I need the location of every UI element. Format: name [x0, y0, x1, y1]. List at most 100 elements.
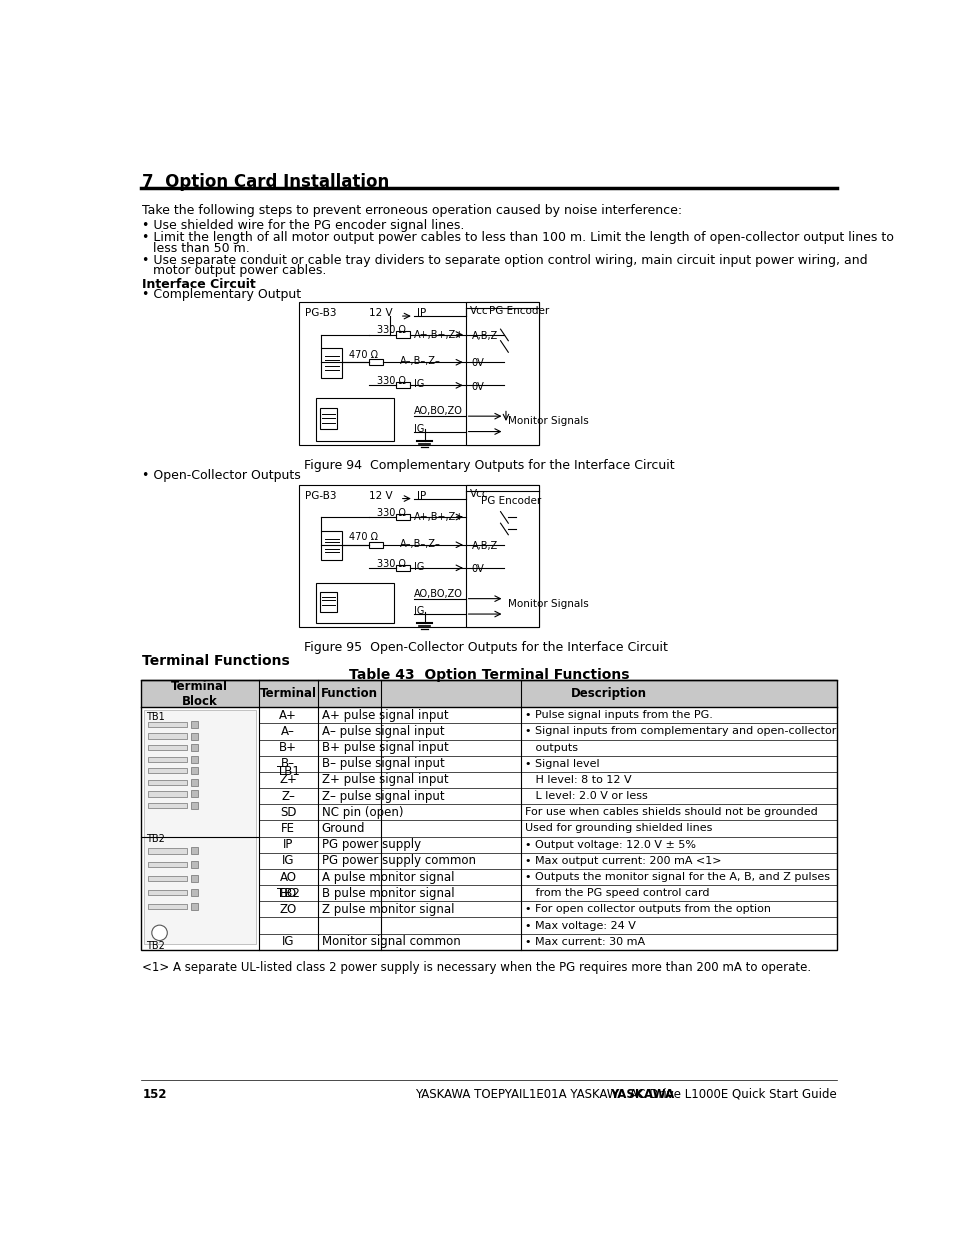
Bar: [191, 802, 198, 809]
Text: • Use shielded wire for the PG encoder signal lines.: • Use shielded wire for the PG encoder s…: [142, 219, 464, 232]
Bar: [148, 792, 187, 797]
Text: A,B,Z: A,B,Z: [472, 331, 497, 341]
Bar: [144, 710, 255, 944]
Text: Description: Description: [571, 687, 646, 700]
Text: Ground: Ground: [321, 823, 365, 835]
Bar: [369, 359, 382, 366]
Circle shape: [152, 925, 167, 941]
Text: TB2: TB2: [146, 941, 165, 951]
Text: A–: A–: [281, 725, 294, 739]
Text: A–,B–,Z–: A–,B–,Z–: [399, 538, 440, 548]
Text: Interface Circuit: Interface Circuit: [142, 278, 256, 290]
Text: • Use separate conduit or cable tray dividers to separate option control wiring,: • Use separate conduit or cable tray div…: [142, 253, 867, 267]
Text: outputs: outputs: [524, 742, 577, 752]
Text: Z–: Z–: [281, 789, 294, 803]
Text: For use when cables shields should not be grounded: For use when cables shields should not b…: [524, 808, 817, 818]
Text: • For open collector outputs from the option: • For open collector outputs from the op…: [524, 904, 770, 914]
Bar: [141, 680, 836, 708]
Text: Z– pulse signal input: Z– pulse signal input: [321, 789, 444, 803]
Text: Vcc: Vcc: [469, 489, 488, 499]
Text: • Signal level: • Signal level: [524, 758, 598, 769]
Text: SD: SD: [279, 805, 296, 819]
Text: IG: IG: [414, 424, 424, 433]
Bar: [191, 779, 198, 785]
Text: A+ pulse signal input: A+ pulse signal input: [321, 709, 448, 721]
Text: • Max output current: 200 mA <1>: • Max output current: 200 mA <1>: [524, 856, 720, 866]
Text: B– pulse signal input: B– pulse signal input: [321, 757, 444, 771]
Text: TB1: TB1: [276, 766, 299, 778]
Bar: [298, 303, 538, 445]
Bar: [191, 745, 198, 751]
Text: A pulse monitor signal: A pulse monitor signal: [321, 871, 454, 883]
Bar: [148, 876, 187, 882]
Bar: [148, 889, 187, 895]
Text: • Max current: 30 mA: • Max current: 30 mA: [524, 936, 644, 947]
Bar: [319, 593, 336, 611]
Text: 7  Option Card Installation: 7 Option Card Installation: [142, 173, 390, 191]
Text: A– pulse signal input: A– pulse signal input: [321, 725, 444, 739]
Bar: [465, 484, 538, 627]
Bar: [465, 303, 538, 445]
Text: H level: 8 to 12 V: H level: 8 to 12 V: [524, 776, 631, 785]
Bar: [315, 583, 394, 624]
Text: 330 Ω: 330 Ω: [376, 558, 405, 568]
Bar: [320, 348, 342, 378]
Bar: [148, 721, 187, 727]
Text: Figure 94  Complementary Outputs for the Interface Circuit: Figure 94 Complementary Outputs for the …: [303, 458, 674, 472]
Text: PG-B3: PG-B3: [305, 309, 336, 319]
Bar: [395, 514, 410, 520]
Text: Take the following steps to prevent erroneous operation caused by noise interfer: Take the following steps to prevent erro…: [142, 204, 682, 216]
Bar: [320, 531, 342, 561]
Text: TB2: TB2: [146, 834, 165, 844]
Text: ZO: ZO: [279, 903, 296, 916]
Text: 152: 152: [142, 1088, 167, 1100]
Text: • Limit the length of all motor output power cables to less than 100 m. Limit th: • Limit the length of all motor output p…: [142, 231, 894, 245]
Bar: [148, 848, 187, 853]
Text: Figure 95  Open-Collector Outputs for the Interface Circuit: Figure 95 Open-Collector Outputs for the…: [303, 641, 667, 655]
Text: <1> A separate UL-listed class 2 power supply is necessary when the PG requires : <1> A separate UL-listed class 2 power s…: [142, 961, 811, 973]
Bar: [191, 876, 198, 882]
Text: 330 Ω: 330 Ω: [376, 377, 405, 387]
Text: Monitor Signals: Monitor Signals: [508, 416, 588, 426]
Text: 12 V: 12 V: [369, 309, 392, 319]
Text: A,B,Z: A,B,Z: [472, 541, 497, 551]
Bar: [148, 757, 187, 762]
Text: • Output voltage: 12.0 V ± 5%: • Output voltage: 12.0 V ± 5%: [524, 840, 695, 850]
Bar: [148, 803, 187, 808]
Text: IG: IG: [414, 562, 424, 572]
Text: • Signal inputs from complementary and open-collector: • Signal inputs from complementary and o…: [524, 726, 835, 736]
Bar: [191, 732, 198, 740]
Text: 330 Ω: 330 Ω: [376, 325, 405, 335]
Bar: [395, 331, 410, 337]
Text: • Pulse signal inputs from the PG.: • Pulse signal inputs from the PG.: [524, 710, 712, 720]
Text: TB2: TB2: [276, 887, 299, 899]
Bar: [148, 904, 187, 909]
Text: IG: IG: [282, 855, 294, 867]
Bar: [191, 756, 198, 763]
Bar: [191, 903, 198, 910]
Text: NC pin (open): NC pin (open): [321, 805, 402, 819]
Text: 470 Ω: 470 Ω: [349, 350, 378, 359]
Text: 470 Ω: 470 Ω: [349, 532, 378, 542]
Bar: [298, 484, 538, 627]
Text: 0V: 0V: [472, 358, 484, 368]
Text: YASKAWA TOEPYAIL1E01A YASKAWA AC Drive L1000E Quick Start Guide: YASKAWA TOEPYAIL1E01A YASKAWA AC Drive L…: [415, 1088, 836, 1100]
Text: FE: FE: [281, 823, 294, 835]
Bar: [395, 564, 410, 571]
Bar: [315, 399, 394, 441]
Bar: [148, 768, 187, 773]
Bar: [191, 767, 198, 774]
Text: B+ pulse signal input: B+ pulse signal input: [321, 741, 448, 755]
Text: PG-B3: PG-B3: [305, 490, 336, 501]
Text: IG: IG: [282, 935, 294, 948]
Text: Vcc: Vcc: [469, 306, 488, 316]
Bar: [395, 383, 410, 389]
Text: 0V: 0V: [472, 564, 484, 574]
Bar: [148, 862, 187, 867]
Text: AO: AO: [279, 871, 296, 883]
Bar: [191, 861, 198, 868]
Text: from the PG speed control card: from the PG speed control card: [524, 888, 708, 898]
Text: 330 Ω: 330 Ω: [376, 508, 405, 517]
Bar: [148, 745, 187, 751]
Bar: [191, 721, 198, 727]
